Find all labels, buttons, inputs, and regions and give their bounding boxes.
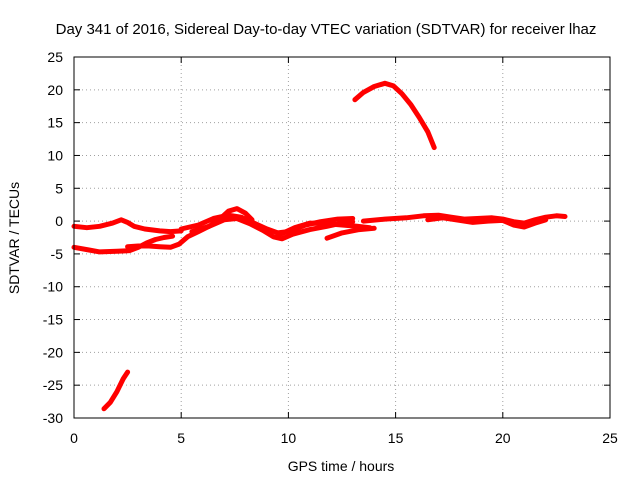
y-tick-label: -5 bbox=[51, 246, 64, 262]
plot-frame bbox=[73, 56, 611, 419]
y-tick-label: -15 bbox=[43, 312, 63, 328]
series-arc-right-2 bbox=[425, 215, 549, 230]
series-arc-ramp bbox=[125, 206, 255, 250]
series-arc-upper-left bbox=[71, 217, 184, 235]
y-axis-label: SDTVAR / TECUs bbox=[6, 182, 22, 294]
y-tick-label: 5 bbox=[55, 180, 63, 196]
y-tick-label: 20 bbox=[47, 82, 63, 98]
y-tick-label: 10 bbox=[47, 147, 63, 163]
y-tick-labels: 25 20 15 10 5 0 -5 -10 -15 -20 -25 -30 bbox=[43, 49, 63, 426]
x-tick-label: 5 bbox=[177, 430, 185, 446]
series-arc-bottom bbox=[101, 369, 131, 412]
series-arc-hump bbox=[352, 80, 437, 151]
y-tick-label: 0 bbox=[55, 213, 63, 229]
x-tick-label: 0 bbox=[70, 430, 78, 446]
y-tick-label: 15 bbox=[47, 115, 63, 131]
series-arc-mid-4 bbox=[324, 225, 377, 241]
series-arc-mid-3 bbox=[275, 220, 373, 238]
x-tick-label: 15 bbox=[388, 430, 404, 446]
y-tick-label: 25 bbox=[47, 49, 63, 65]
x-tick-label: 20 bbox=[495, 430, 511, 446]
series-arc-mid-2 bbox=[189, 216, 356, 242]
x-tick-labels: 0 5 10 15 20 25 bbox=[70, 430, 618, 446]
axis-ticks bbox=[73, 56, 611, 419]
chart-title: Day 341 of 2016, Sidereal Day-to-day VTE… bbox=[56, 21, 597, 38]
y-tick-label: -25 bbox=[43, 377, 63, 393]
x-axis-label: GPS time / hours bbox=[288, 458, 395, 474]
series-arc-right bbox=[360, 212, 568, 226]
y-tick-label: -20 bbox=[43, 344, 63, 360]
y-tick-label: -10 bbox=[43, 279, 63, 295]
series-group bbox=[71, 80, 568, 412]
y-tick-label: -30 bbox=[43, 410, 63, 426]
x-tick-label: 25 bbox=[602, 430, 618, 446]
x-tick-label: 10 bbox=[281, 430, 297, 446]
series-arc-lower-left bbox=[71, 233, 176, 255]
